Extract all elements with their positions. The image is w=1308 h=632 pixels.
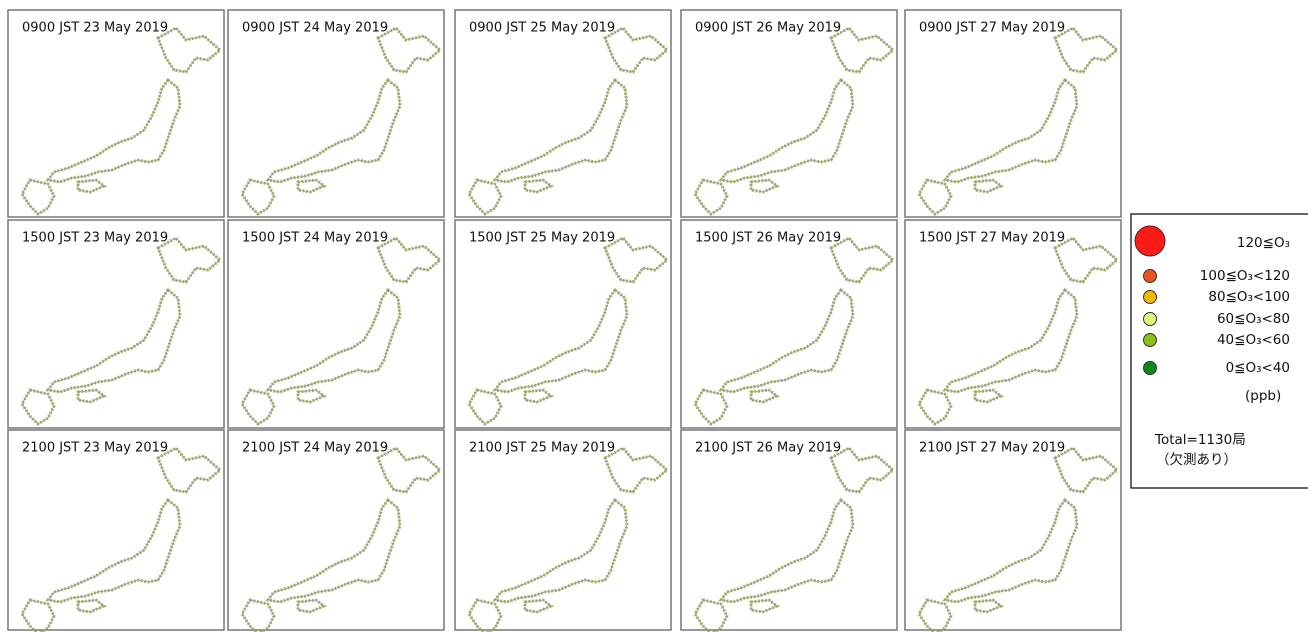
panel-title: 0900 JST 26 May 2019 (695, 21, 841, 36)
panel-frame (8, 430, 224, 630)
map-panel: 2100 JST 26 May 2019 (681, 430, 897, 632)
map-panel: 1500 JST 26 May 2019 (681, 220, 897, 428)
map-panel: 0900 JST 24 May 2019 (228, 10, 444, 217)
page: (ppb) Total=1130局 （欠測あり） 120≦O₃ 100≦O₃<12… (0, 0, 1308, 632)
panel-title: 2100 JST 26 May 2019 (695, 441, 841, 456)
legend-note: （欠測あり） (1156, 452, 1237, 468)
map-panel: 1500 JST 23 May 2019 (8, 220, 224, 428)
panel-title: 1500 JST 24 May 2019 (242, 231, 388, 246)
legend-label: 40≦O₃<60 (1217, 332, 1290, 348)
panel-title: 1500 JST 23 May 2019 (22, 231, 168, 246)
legend-swatch (1144, 313, 1157, 326)
panel-frame (455, 10, 671, 217)
map-panel: 0900 JST 26 May 2019 (681, 10, 897, 217)
map-panel: 0900 JST 23 May 2019 (8, 10, 224, 217)
panel-title: 2100 JST 27 May 2019 (919, 441, 1065, 456)
legend-label: 60≦O₃<80 (1217, 311, 1290, 327)
legend-total: Total=1130局 (1154, 432, 1246, 448)
panel-title: 2100 JST 24 May 2019 (242, 441, 388, 456)
legend-label: 0≦O₃<40 (1226, 360, 1290, 376)
panel-frame (455, 430, 671, 630)
legend-label: 80≦O₃<100 (1208, 289, 1290, 305)
panel-title: 0900 JST 24 May 2019 (242, 21, 388, 36)
map-panel: 2100 JST 25 May 2019 (455, 430, 671, 632)
legend-swatch (1144, 362, 1157, 375)
map-panel: 1500 JST 25 May 2019 (455, 220, 671, 428)
panel-frame (8, 220, 224, 428)
panel-frame (228, 430, 444, 630)
panel-frame (228, 10, 444, 217)
map-panel: 0900 JST 25 May 2019 (455, 10, 671, 217)
panel-title: 0900 JST 25 May 2019 (469, 21, 615, 36)
legend-label: 120≦O₃ (1237, 235, 1290, 251)
panel-title: 2100 JST 25 May 2019 (469, 441, 615, 456)
panel-title: 1500 JST 26 May 2019 (695, 231, 841, 246)
legend-swatch (1144, 334, 1157, 347)
panel-title: 1500 JST 27 May 2019 (919, 231, 1065, 246)
legend: (ppb) Total=1130局 （欠測あり） 120≦O₃ 100≦O₃<12… (1131, 214, 1308, 488)
map-panel: 1500 JST 27 May 2019 (905, 220, 1121, 428)
panel-frame (228, 220, 444, 428)
legend-swatch (1144, 270, 1157, 283)
panel-title: 0900 JST 23 May 2019 (22, 21, 168, 36)
panel-title: 2100 JST 23 May 2019 (22, 441, 168, 456)
panel-frame (455, 220, 671, 428)
legend-swatch (1144, 291, 1157, 304)
panel-frame (681, 220, 897, 428)
panel-frame (905, 220, 1121, 428)
panel-title: 1500 JST 25 May 2019 (469, 231, 615, 246)
map-panel: 2100 JST 23 May 2019 (8, 430, 224, 632)
figure: (ppb) Total=1130局 （欠測あり） 120≦O₃ 100≦O₃<12… (0, 0, 1308, 632)
panel-frame (905, 430, 1121, 630)
panel-frame (681, 430, 897, 630)
panel-frame (8, 10, 224, 217)
legend-label: 100≦O₃<120 (1200, 268, 1290, 284)
panel-frame (681, 10, 897, 217)
legend-swatch (1135, 226, 1165, 256)
map-panel: 2100 JST 24 May 2019 (228, 430, 444, 632)
map-panel: 0900 JST 27 May 2019 (905, 10, 1121, 217)
map-panel: 2100 JST 27 May 2019 (905, 430, 1121, 632)
legend-unit: (ppb) (1245, 388, 1281, 404)
map-panel: 1500 JST 24 May 2019 (228, 220, 444, 428)
panel-frame (905, 10, 1121, 217)
panel-title: 0900 JST 27 May 2019 (919, 21, 1065, 36)
